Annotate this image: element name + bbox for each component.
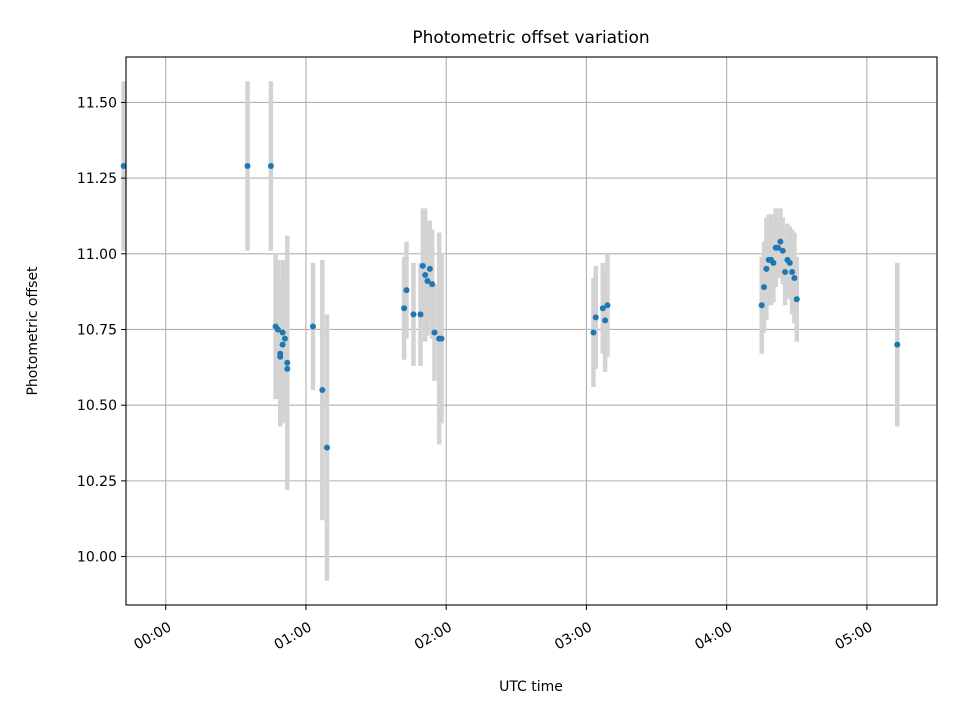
data-point — [786, 259, 793, 266]
data-point — [429, 281, 436, 288]
y-tick-label: 10.25 — [77, 474, 117, 490]
data-point — [599, 305, 606, 312]
data-point — [775, 244, 782, 251]
x-tick-label: 01:00 — [272, 619, 315, 653]
data-point — [279, 329, 286, 336]
data-point — [604, 302, 611, 309]
y-tick-label: 10.75 — [77, 322, 117, 338]
data-point — [763, 265, 770, 272]
data-point — [431, 329, 438, 336]
data-point — [779, 247, 786, 254]
data-point — [274, 326, 281, 333]
data-point — [592, 314, 599, 321]
data-point — [789, 268, 796, 275]
data-point — [244, 162, 251, 169]
x-tick-label: 00:00 — [131, 619, 174, 653]
data-point — [791, 275, 798, 282]
data-point — [777, 238, 784, 245]
data-point — [267, 162, 274, 169]
y-tick-label: 11.50 — [77, 95, 117, 111]
y-tick-label: 10.50 — [77, 398, 117, 414]
grid — [126, 57, 937, 605]
data-point — [323, 444, 330, 451]
x-tick-label: 02:00 — [412, 619, 455, 653]
y-tick-label: 11.25 — [77, 171, 117, 187]
data-point — [422, 271, 429, 278]
data-point — [319, 387, 326, 394]
data-point — [277, 353, 284, 360]
x-axis-label: UTC time — [499, 679, 563, 695]
x-tick-label: 05:00 — [833, 619, 876, 653]
data-point — [419, 262, 426, 269]
axis-ticks: 00:00 01:00 02:00 03:00 04:00 05:00 10.00 10.25… — [77, 95, 876, 653]
x-tick-label: 04:00 — [692, 619, 735, 653]
data-point — [284, 365, 291, 372]
data-point — [758, 302, 765, 309]
data-point — [281, 335, 288, 342]
data-point — [401, 305, 408, 312]
x-tick-label: 03:00 — [552, 619, 595, 653]
plot-frame — [125, 56, 938, 606]
data-point — [438, 335, 445, 342]
data-point — [894, 341, 901, 348]
chart-title: Photometric offset variation — [412, 28, 649, 48]
y-tick-label: 11.00 — [77, 247, 117, 263]
data-point — [782, 268, 789, 275]
data-point — [120, 162, 127, 169]
data-point — [590, 329, 597, 336]
data-point — [403, 287, 410, 294]
data-point — [417, 311, 424, 318]
data-point — [424, 278, 431, 285]
data-point — [410, 311, 417, 318]
data-point — [602, 317, 609, 324]
data-point — [770, 259, 777, 266]
data-point — [309, 323, 316, 330]
data-point — [284, 359, 291, 366]
y-tick-label: 10.00 — [77, 550, 117, 566]
data-point — [426, 265, 433, 272]
data-point — [761, 284, 768, 291]
error-bars — [121, 81, 900, 581]
y-axis-label: Photometric offset — [25, 266, 41, 396]
data-point — [279, 341, 286, 348]
data-point — [793, 296, 800, 303]
data-points — [120, 162, 901, 451]
